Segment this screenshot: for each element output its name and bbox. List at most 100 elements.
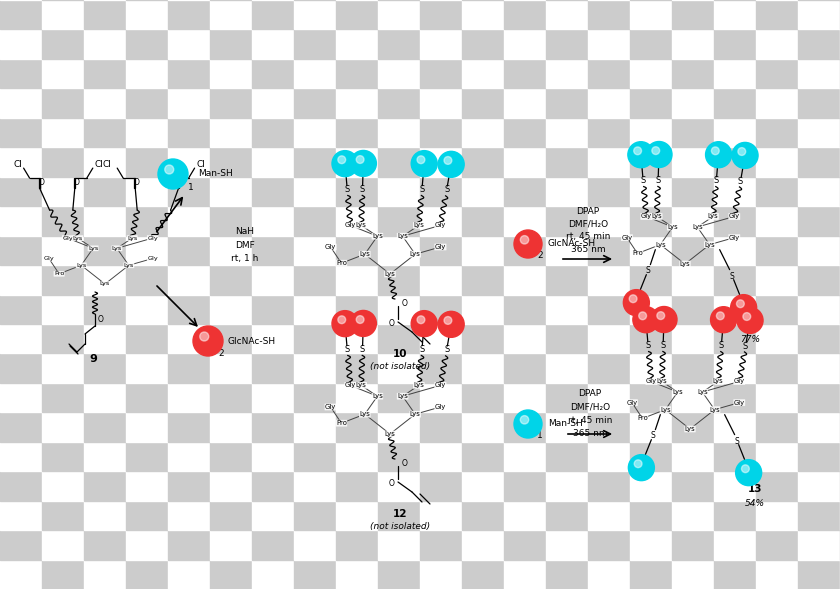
Text: S: S (729, 272, 734, 281)
Bar (210, 412, 252, 442)
Bar (504, 29, 546, 59)
Bar (168, 353, 210, 383)
Bar (252, 177, 294, 206)
Bar (378, 29, 420, 59)
Bar (126, 383, 168, 412)
Bar (126, 442, 168, 471)
Bar (210, 501, 252, 530)
Bar (336, 383, 378, 412)
Bar (252, 442, 294, 471)
Bar (294, 29, 336, 59)
Text: O: O (746, 324, 752, 333)
Text: Lys: Lys (356, 382, 366, 388)
Bar (336, 353, 378, 383)
Bar (336, 324, 378, 353)
Text: S: S (719, 341, 724, 350)
Bar (0, 560, 42, 589)
Bar (252, 29, 294, 59)
Bar (168, 118, 210, 147)
Bar (798, 501, 840, 530)
Text: O: O (447, 327, 453, 337)
Bar (126, 324, 168, 353)
Bar (252, 88, 294, 118)
Circle shape (332, 151, 358, 177)
Bar (798, 88, 840, 118)
Bar (210, 118, 252, 147)
Bar (168, 29, 210, 59)
Circle shape (520, 416, 528, 424)
Bar (798, 206, 840, 236)
Bar (210, 471, 252, 501)
Bar (126, 265, 168, 294)
Bar (378, 353, 420, 383)
Text: O: O (74, 178, 80, 187)
Circle shape (634, 460, 642, 468)
Bar (168, 501, 210, 530)
Bar (0, 236, 42, 265)
Text: Lys: Lys (76, 263, 87, 268)
Text: Cl: Cl (102, 160, 112, 168)
Bar (336, 412, 378, 442)
Text: O: O (389, 479, 395, 488)
Bar (546, 29, 588, 59)
Bar (672, 324, 714, 353)
Bar (756, 265, 798, 294)
Bar (294, 88, 336, 118)
Bar (588, 118, 630, 147)
Bar (210, 0, 252, 29)
Text: Man-SH: Man-SH (198, 170, 233, 178)
Bar (336, 471, 378, 501)
Bar (462, 383, 504, 412)
Bar (546, 88, 588, 118)
Bar (756, 501, 798, 530)
Bar (462, 177, 504, 206)
Text: Lys: Lys (713, 379, 723, 385)
Bar (462, 353, 504, 383)
Text: Lys: Lys (410, 411, 421, 417)
Bar (714, 206, 756, 236)
Text: 365 nm: 365 nm (573, 429, 607, 438)
Bar (504, 442, 546, 471)
Bar (168, 236, 210, 265)
Bar (504, 147, 546, 177)
Circle shape (417, 156, 425, 164)
Bar (294, 147, 336, 177)
Bar (0, 324, 42, 353)
Text: Lys: Lys (709, 406, 720, 413)
Bar (630, 236, 672, 265)
Bar (588, 265, 630, 294)
Circle shape (732, 143, 758, 168)
Bar (420, 353, 462, 383)
Bar (462, 265, 504, 294)
Bar (546, 147, 588, 177)
Bar (126, 0, 168, 29)
Bar (0, 383, 42, 412)
Bar (84, 177, 126, 206)
Text: S: S (714, 176, 719, 185)
Circle shape (731, 294, 757, 320)
Bar (336, 294, 378, 324)
Bar (294, 383, 336, 412)
Text: O: O (98, 316, 104, 325)
Bar (504, 59, 546, 88)
Bar (714, 442, 756, 471)
Text: O: O (134, 178, 139, 187)
Bar (462, 412, 504, 442)
Text: 12: 12 (393, 509, 407, 519)
Text: S: S (734, 437, 739, 446)
Bar (588, 177, 630, 206)
Bar (210, 59, 252, 88)
Bar (42, 118, 84, 147)
Bar (798, 324, 840, 353)
Circle shape (444, 157, 452, 164)
Text: 365 nm: 365 nm (570, 246, 606, 254)
Circle shape (356, 155, 364, 163)
Bar (42, 59, 84, 88)
Bar (0, 147, 42, 177)
Bar (588, 530, 630, 560)
Bar (294, 59, 336, 88)
Text: Gly: Gly (622, 234, 633, 240)
Bar (252, 412, 294, 442)
Bar (126, 206, 168, 236)
Bar (756, 236, 798, 265)
